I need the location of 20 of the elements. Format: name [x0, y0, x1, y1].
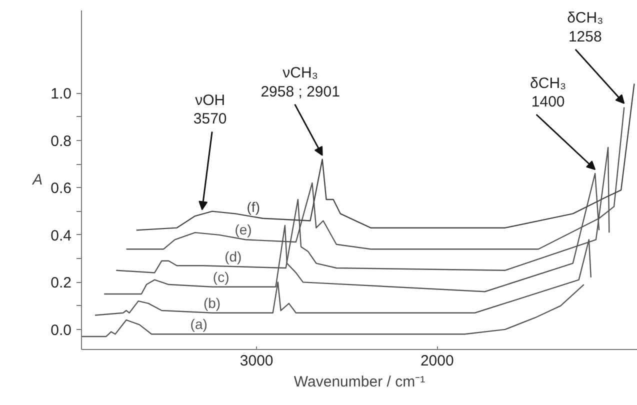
y-tick-label: 1.0	[50, 86, 72, 103]
y-tick-label: 0.4	[50, 227, 72, 244]
annotation: νOH 3570	[193, 92, 227, 128]
y-tick-label: 0.8	[50, 132, 72, 150]
x-axis-title: Wavenumber / cm⁻¹	[294, 374, 426, 390]
y-tick-label: 0.6	[50, 180, 72, 198]
series-label: (f)	[246, 198, 260, 215]
series-label: (a)	[190, 316, 208, 332]
y-tick-label: 0.0	[50, 322, 72, 339]
annotation: νCH₃ 2958 ; 2901	[260, 64, 340, 100]
x-tick-label: 2000	[420, 352, 454, 370]
series-label: (c)	[212, 268, 230, 285]
series-label: (b)	[203, 294, 221, 311]
series-label: (e)	[234, 221, 252, 238]
y-axis-title: A	[32, 172, 43, 188]
series-label: (d)	[224, 248, 242, 265]
annotation: δCH₃ 1400	[530, 74, 566, 111]
x-tick-label: 3000	[240, 352, 274, 370]
annotation: δCH₃ 1258	[567, 10, 604, 46]
y-tick-label: 0.2	[50, 274, 72, 292]
